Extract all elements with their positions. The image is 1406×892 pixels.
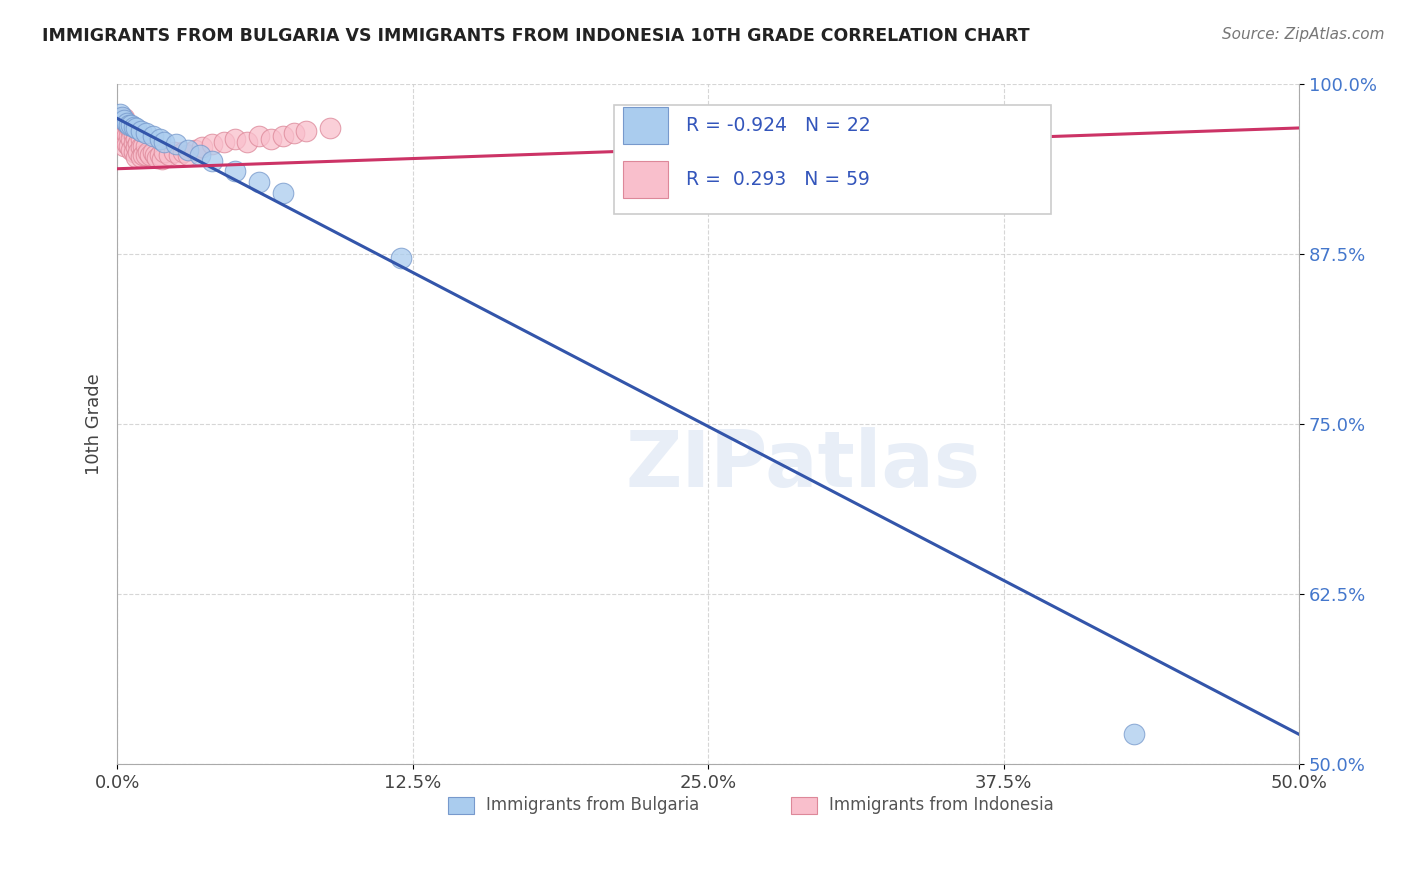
Point <box>111 132 134 146</box>
Point <box>118 138 141 153</box>
Point <box>163 145 186 160</box>
Bar <box>623 106 668 144</box>
Point <box>112 112 135 127</box>
Point <box>115 115 138 129</box>
Point <box>389 252 412 266</box>
Point <box>153 145 176 160</box>
Point <box>132 148 155 162</box>
Point <box>129 140 152 154</box>
Point <box>184 143 207 157</box>
Point <box>122 120 145 134</box>
Bar <box>449 797 474 814</box>
Point <box>115 118 138 132</box>
Point <box>142 145 165 160</box>
Point <box>108 125 131 139</box>
Point <box>111 120 134 135</box>
Point <box>111 115 134 129</box>
Bar <box>792 797 817 814</box>
Point <box>188 148 211 162</box>
FancyBboxPatch shape <box>613 105 1052 213</box>
Text: Source: ZipAtlas.com: Source: ZipAtlas.com <box>1222 27 1385 42</box>
Point <box>125 149 148 163</box>
Point <box>283 127 305 141</box>
Point <box>118 129 141 144</box>
Point <box>112 120 135 135</box>
Text: Immigrants from Bulgaria: Immigrants from Bulgaria <box>486 797 699 814</box>
Point <box>201 137 224 152</box>
Point <box>122 128 145 142</box>
Point <box>112 112 135 126</box>
Text: Immigrants from Indonesia: Immigrants from Indonesia <box>828 797 1053 814</box>
Point <box>129 123 152 137</box>
Point <box>146 151 169 165</box>
Point <box>165 137 187 152</box>
Point <box>115 137 138 152</box>
Text: R = -0.924   N = 22: R = -0.924 N = 22 <box>686 116 870 135</box>
Point <box>125 120 148 135</box>
Point <box>129 149 152 163</box>
Point <box>1122 727 1144 741</box>
Text: R =  0.293   N = 59: R = 0.293 N = 59 <box>686 170 870 189</box>
Point <box>120 123 142 137</box>
Point <box>118 120 141 135</box>
Point <box>125 140 148 154</box>
Point <box>149 148 172 162</box>
Point <box>224 164 246 178</box>
Point <box>115 128 138 142</box>
Point <box>177 148 200 162</box>
Point <box>111 110 134 124</box>
Point <box>112 138 135 153</box>
Point <box>153 135 176 149</box>
Point <box>143 148 166 162</box>
Point <box>108 118 131 132</box>
Point <box>112 129 135 144</box>
Point <box>108 107 131 121</box>
Point <box>212 135 235 149</box>
Point <box>260 132 283 146</box>
Point <box>135 127 157 141</box>
Point <box>120 132 142 146</box>
Point <box>118 118 141 132</box>
Point <box>247 129 270 144</box>
Point <box>177 143 200 157</box>
Point <box>149 132 172 146</box>
Point <box>132 138 155 153</box>
Point <box>127 136 149 150</box>
Point <box>271 129 294 144</box>
Point <box>201 153 224 168</box>
Point <box>122 136 145 150</box>
Point <box>127 145 149 160</box>
Bar <box>623 161 668 198</box>
Point <box>167 148 190 162</box>
Text: IMMIGRANTS FROM BULGARIA VS IMMIGRANTS FROM INDONESIA 10TH GRADE CORRELATION CHA: IMMIGRANTS FROM BULGARIA VS IMMIGRANTS F… <box>42 27 1029 45</box>
Point <box>319 120 342 135</box>
Point <box>142 129 165 144</box>
Point <box>120 143 142 157</box>
Point <box>108 112 131 126</box>
Point <box>224 132 246 146</box>
Point <box>136 145 159 160</box>
Point <box>191 140 214 154</box>
Point <box>125 132 148 146</box>
Point <box>139 148 162 162</box>
Point <box>122 145 145 160</box>
Point <box>157 148 180 162</box>
Point <box>135 138 157 153</box>
Point <box>129 132 152 146</box>
Point <box>247 175 270 189</box>
Point <box>120 118 142 132</box>
Point <box>135 148 157 162</box>
Point <box>150 153 173 167</box>
Text: ZIPatlas: ZIPatlas <box>626 427 980 503</box>
Y-axis label: 10th Grade: 10th Grade <box>86 374 103 475</box>
Point <box>271 186 294 201</box>
Point <box>172 145 194 160</box>
Point <box>295 123 318 137</box>
Point <box>236 135 259 149</box>
